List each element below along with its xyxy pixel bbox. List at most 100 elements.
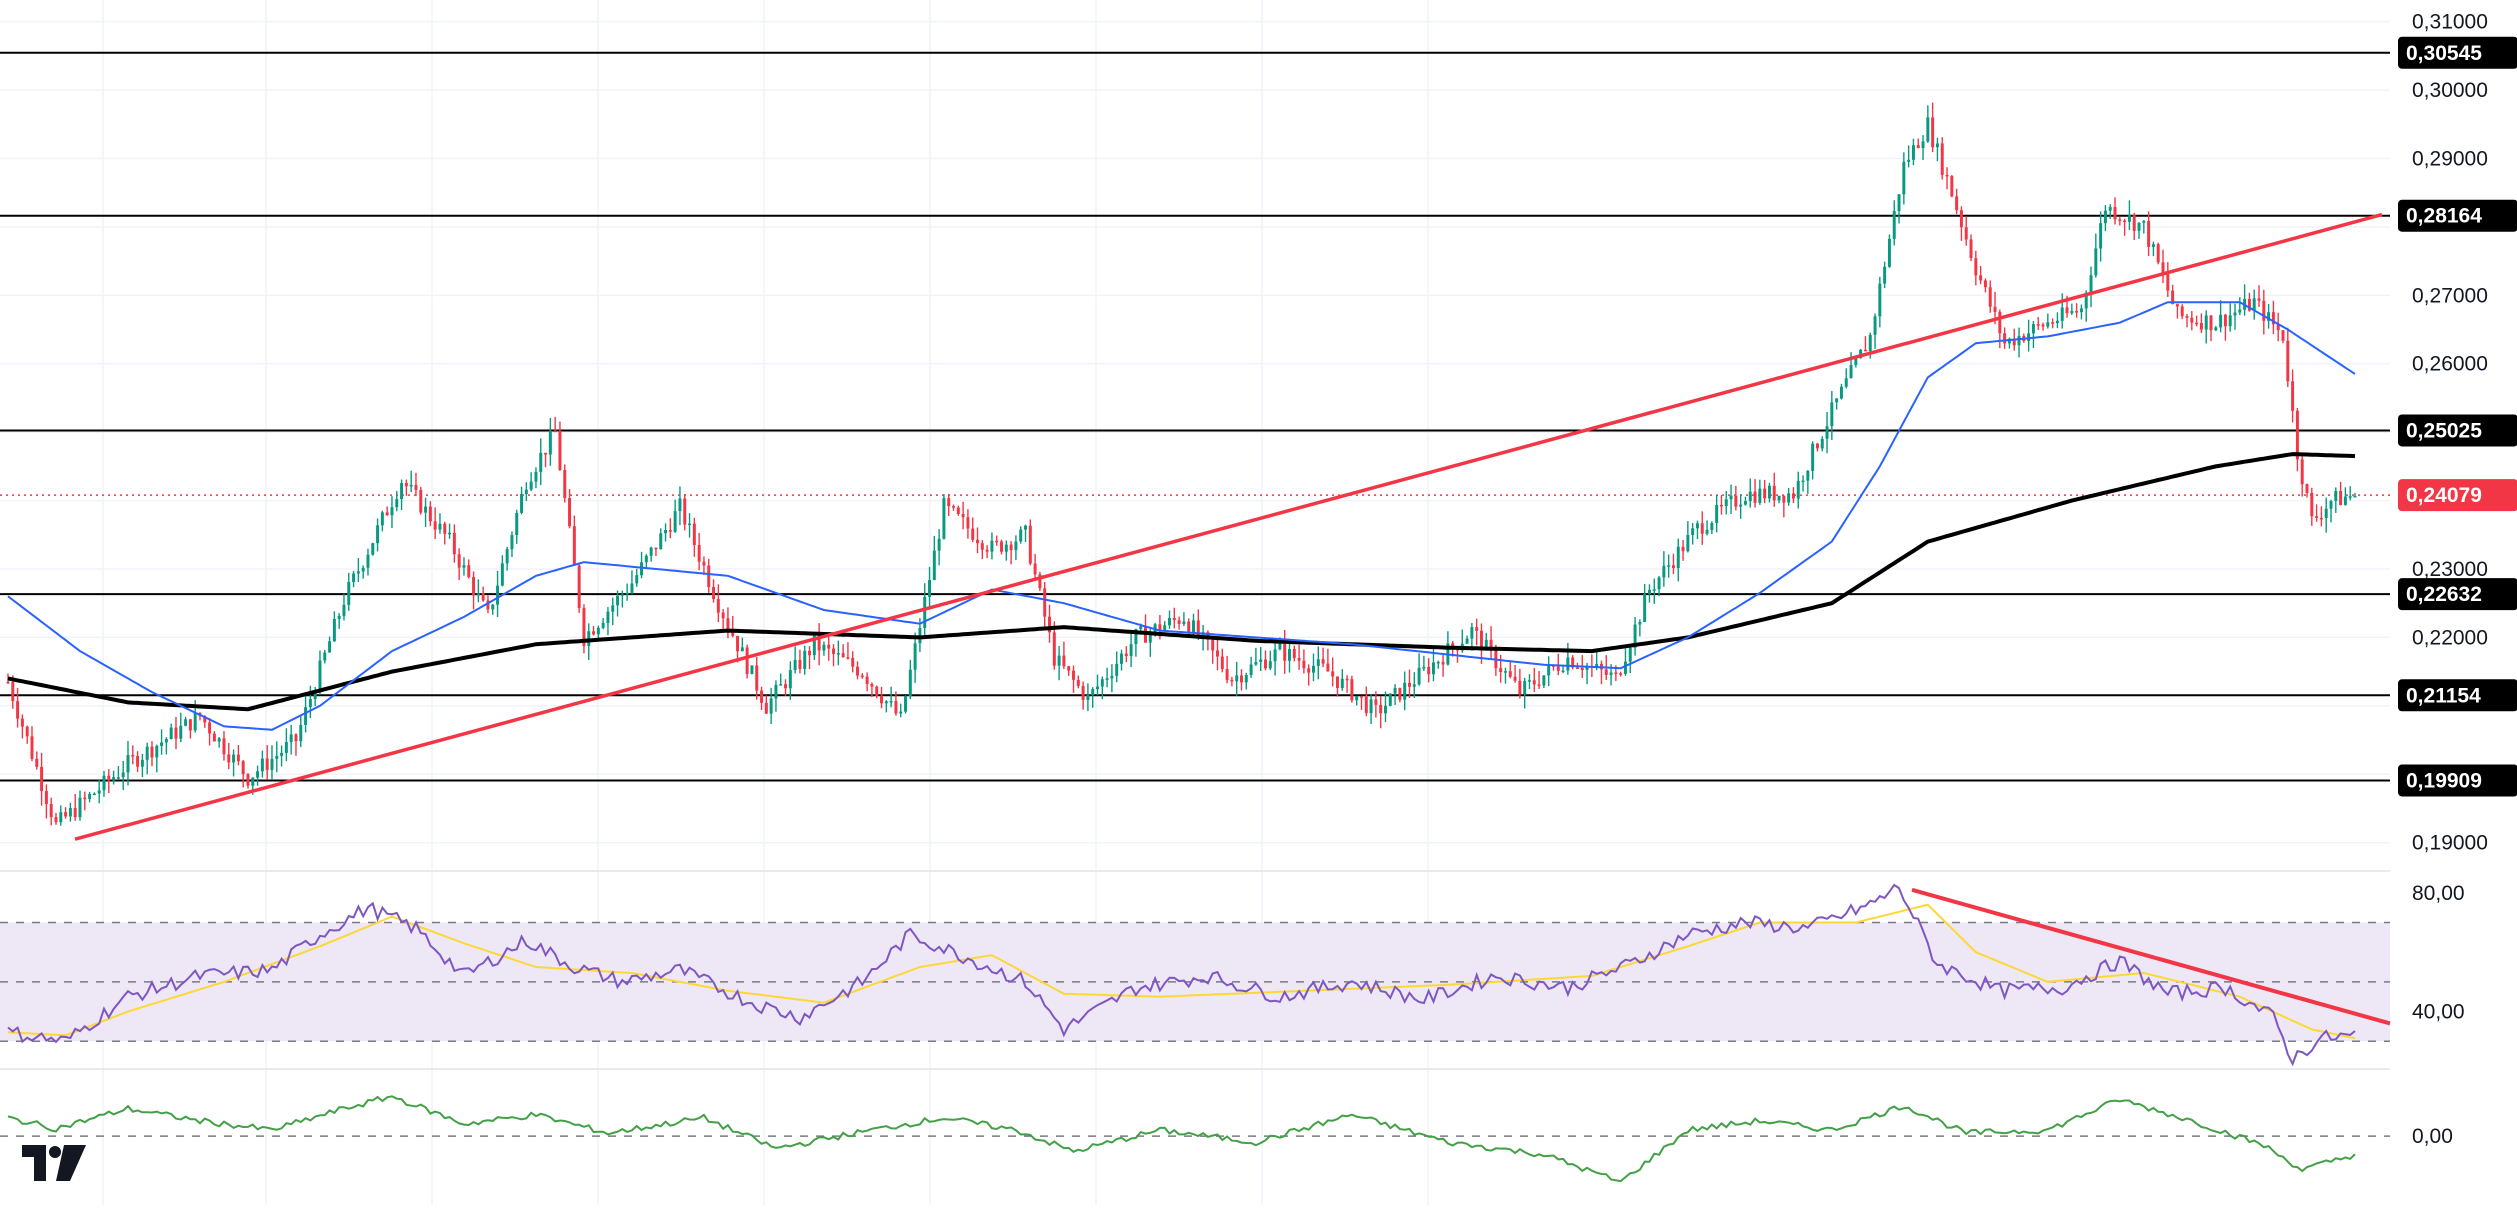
candle-body <box>1096 687 1099 690</box>
candle-body <box>966 517 969 528</box>
candle-body <box>1086 695 1089 700</box>
candle-body <box>1360 696 1363 698</box>
candle-body <box>539 453 542 472</box>
candle-body <box>232 755 235 763</box>
candle-body <box>2344 497 2347 505</box>
candle-body <box>1917 145 1920 148</box>
candle-body <box>784 684 787 688</box>
candle-body <box>1125 654 1128 656</box>
candle-body <box>1106 678 1109 680</box>
candle-body <box>328 641 331 652</box>
candle-body <box>1941 143 1944 174</box>
candle-body <box>381 512 384 525</box>
candle-body <box>395 499 398 507</box>
candle-body <box>1014 541 1017 550</box>
candle-body <box>1005 545 1008 552</box>
candle-body <box>1250 665 1253 676</box>
candle-body <box>1763 489 1766 499</box>
candle-body <box>1298 658 1301 661</box>
candle-body <box>2032 324 2035 333</box>
candle-body <box>2003 333 2006 343</box>
candle-body <box>1950 176 1953 196</box>
oscillator-pane: 0,00 <box>0 1096 2453 1181</box>
candle-body <box>1576 667 1579 669</box>
candle-body <box>683 498 686 524</box>
candle-body <box>242 761 245 774</box>
candle-body <box>1566 657 1569 670</box>
candle-body <box>707 566 710 588</box>
candle-body <box>1782 496 1785 503</box>
candle-body <box>678 498 681 511</box>
candle-body <box>736 636 739 651</box>
candle-body <box>1864 350 1867 352</box>
candle-body <box>2214 327 2217 330</box>
candle-body <box>1677 547 1680 568</box>
candle-body <box>1667 565 1670 567</box>
candle-body <box>501 563 504 585</box>
candle-body <box>933 551 936 580</box>
candle-body <box>1902 162 1905 195</box>
candle-body <box>496 586 499 605</box>
candle-body <box>424 507 427 513</box>
candle-body <box>1710 523 1713 530</box>
price-tick-label: 0,19000 <box>2412 832 2488 855</box>
candle-body <box>2046 322 2049 326</box>
candle-body <box>928 580 931 597</box>
candle-body <box>760 691 763 703</box>
candle-body <box>1499 668 1502 672</box>
candle-body <box>957 508 960 514</box>
candle-body <box>1701 523 1704 534</box>
candle-body <box>510 535 513 549</box>
candle-body <box>2118 219 2121 221</box>
candle-body <box>630 583 633 592</box>
candle-body <box>280 753 283 756</box>
candle-body <box>1293 649 1296 658</box>
candle-body <box>251 778 254 786</box>
candle-body <box>79 798 82 818</box>
candle-body <box>1974 258 1977 275</box>
candle-body <box>256 771 259 777</box>
candle-body <box>726 618 729 628</box>
candle-body <box>2334 491 2337 501</box>
candle-body <box>2094 248 2097 275</box>
candle-body <box>2176 304 2179 306</box>
candle-body <box>2042 325 2045 327</box>
candle-body <box>1514 677 1517 681</box>
candle-body <box>842 653 845 657</box>
candle-body <box>1322 659 1325 664</box>
candle-body <box>774 685 777 699</box>
candle-body <box>69 808 72 816</box>
candle-body <box>1581 668 1584 670</box>
candle-body <box>40 767 43 791</box>
candle-body <box>477 593 480 595</box>
candle-body <box>1278 644 1281 649</box>
candle-body <box>2061 307 2064 320</box>
price-tick-label: 0,27000 <box>2412 284 2488 307</box>
candle-body <box>1806 471 1809 481</box>
candle-body <box>275 756 278 759</box>
candle-body <box>419 490 422 513</box>
candle-body <box>1547 665 1550 675</box>
candle-body <box>1970 239 1973 258</box>
candle-body <box>74 808 77 817</box>
candle-body <box>127 755 130 772</box>
candle-body <box>2238 310 2241 313</box>
candle-body <box>1653 589 1656 591</box>
candle-body <box>1672 565 1675 568</box>
candle-body <box>458 554 461 567</box>
candle-body <box>362 568 365 572</box>
candle-body <box>2210 316 2213 331</box>
candle-body <box>1994 307 1997 312</box>
candle-body <box>962 514 965 517</box>
candle-body <box>1192 620 1195 632</box>
candle-body <box>1792 493 1795 498</box>
candle-body <box>1605 669 1608 675</box>
candle-body <box>1907 160 1910 162</box>
candle-body <box>1019 530 1022 542</box>
candle-body <box>938 539 941 551</box>
candle-body <box>875 687 878 696</box>
candle-body <box>1341 679 1344 688</box>
candle-body <box>26 727 29 737</box>
